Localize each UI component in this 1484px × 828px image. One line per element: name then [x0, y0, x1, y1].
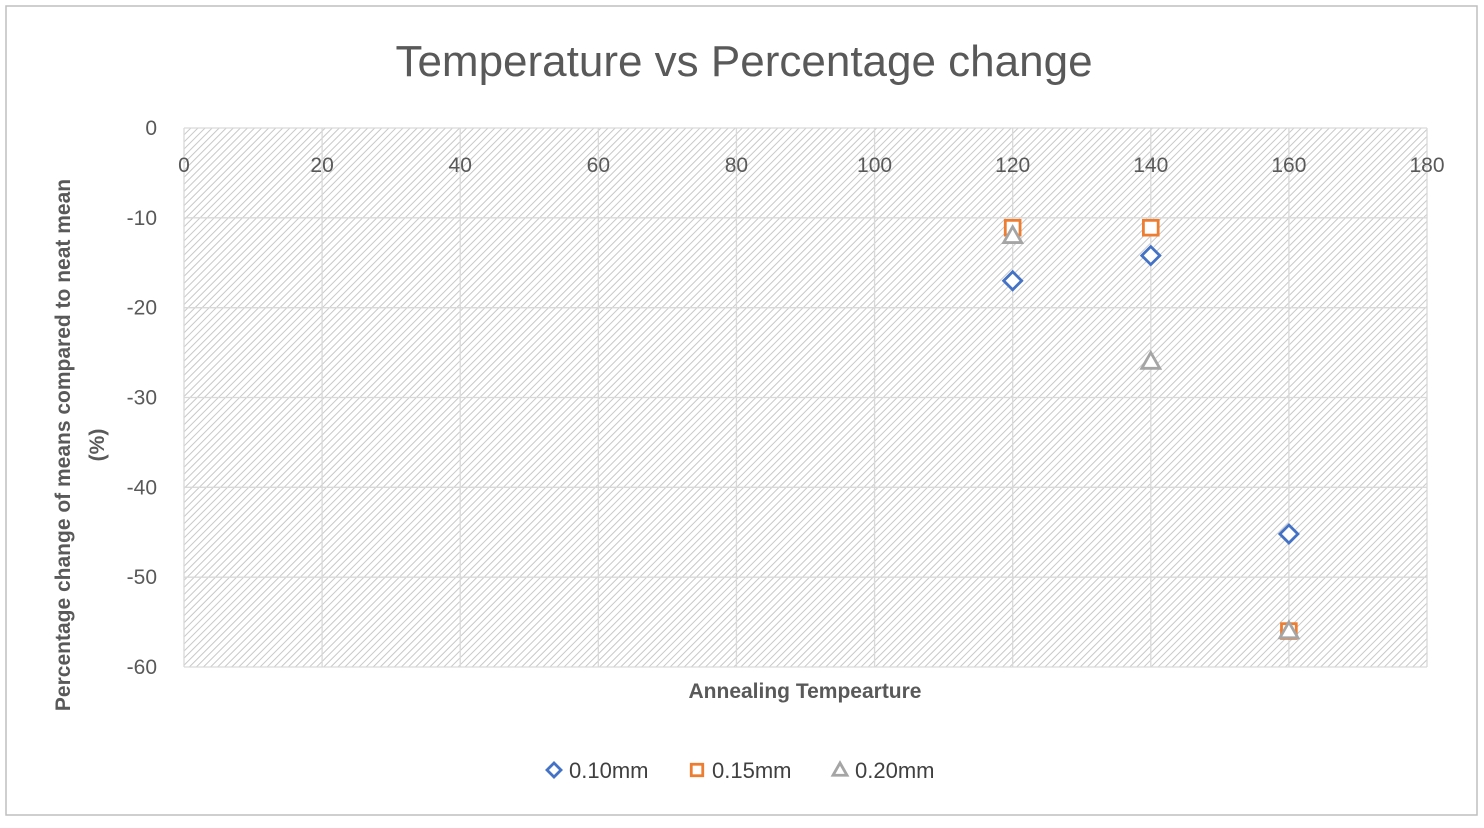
point-0.20mm-140 [1139, 349, 1163, 370]
square-marker [689, 762, 705, 778]
x-tick-label: 160 [1271, 154, 1306, 177]
point-0.10mm-160 [1277, 523, 1300, 546]
vertical-gridlines [183, 128, 1428, 667]
y-axis-label-line-1: Percentage change of means compared to n… [52, 179, 75, 711]
legend-label: 0.20mm [855, 758, 934, 783]
point-0.20mm-160 [1277, 619, 1301, 640]
x-axis-tick-labels: 0 20 40 60 80 100 120 140 160 180 [178, 154, 1444, 177]
y-tick-label: -30 [127, 387, 157, 410]
triangle-marker [830, 760, 850, 777]
y-tick-label: -60 [127, 656, 157, 679]
y-tick-label: -50 [127, 566, 157, 589]
x-tick-label: 20 [310, 154, 333, 177]
x-tick-label: 40 [449, 154, 472, 177]
legend-item-0.15mm: 0.15mm [689, 758, 791, 783]
x-tick-label: 180 [1409, 154, 1444, 177]
x-tick-label: 140 [1133, 154, 1168, 177]
point-0.15mm-140 [1141, 218, 1160, 237]
y-axis-tick-labels: 0 -10 -20 -30 -40 -50 -60 [127, 117, 157, 679]
y-tick-label: -40 [127, 476, 157, 499]
x-tick-label: 80 [725, 154, 748, 177]
point-0.10mm-120 [1001, 269, 1024, 292]
y-tick-label: -10 [127, 207, 157, 230]
y-tick-label: 0 [145, 117, 157, 140]
x-axis-label: Annealing Tempearture [689, 680, 922, 703]
legend-label: 0.15mm [712, 758, 791, 783]
chart-title: Temperature vs Percentage change [395, 37, 1092, 86]
diamond-marker [545, 761, 563, 779]
legend-item-0.20mm: 0.20mm [830, 758, 934, 783]
data-markers [1001, 218, 1301, 640]
legend-item-0.10mm: 0.10mm [545, 758, 648, 783]
legend-label: 0.10mm [569, 758, 648, 783]
x-tick-label: 60 [587, 154, 610, 177]
y-axis-label-line-2: (%) [86, 429, 109, 462]
point-0.10mm-140 [1139, 244, 1162, 267]
x-tick-label: 120 [995, 154, 1030, 177]
y-tick-label: -20 [127, 297, 157, 320]
legend: 0.10mm 0.15mm 0.20mm [545, 758, 934, 783]
horizontal-gridlines [184, 127, 1427, 668]
x-tick-label: 100 [857, 154, 892, 177]
point-0.20mm-120 [1001, 223, 1025, 244]
y-axis-label: Percentage change of means compared to n… [52, 179, 109, 711]
x-tick-label: 0 [178, 154, 190, 177]
